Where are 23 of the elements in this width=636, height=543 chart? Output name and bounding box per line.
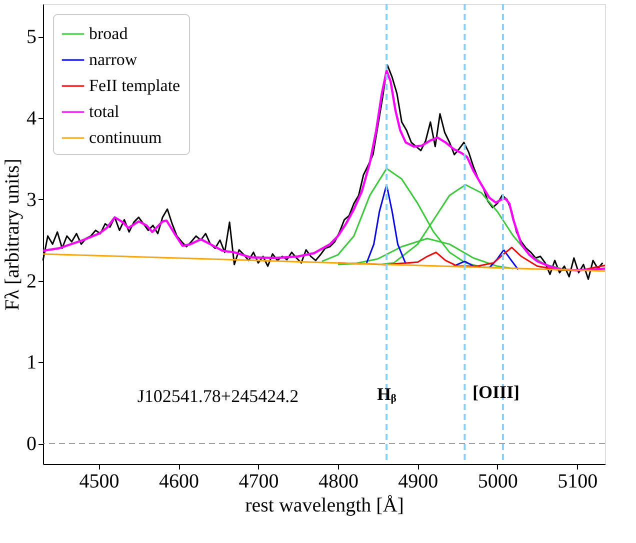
y-axis-title: Fλ [arbitrary units]: [2, 158, 24, 310]
y-tick-label: 5: [26, 26, 36, 48]
annotation: J102541.78+245424.2: [137, 386, 299, 406]
x-tick-label: 4600: [159, 470, 200, 492]
annotation: [OIII]: [472, 382, 520, 402]
legend-label: total: [89, 102, 120, 121]
y-tick-label: 4: [26, 107, 36, 130]
x-tick-label: 4800: [318, 470, 358, 492]
legend-label: continuum: [89, 128, 162, 147]
x-tick-label: 4500: [79, 470, 120, 492]
x-axis-title: rest wavelength [Å]: [245, 494, 404, 516]
legend-label: FeII template: [89, 76, 180, 95]
x-tick-label: 4700: [238, 470, 279, 492]
x-tick-label: 4900: [398, 470, 438, 492]
legend-label: narrow: [89, 50, 138, 69]
x-tick-label: 5100: [558, 470, 598, 492]
annotation: Hᵦ: [376, 384, 397, 404]
y-tick-label: 2: [26, 270, 36, 292]
legend-label: broad: [89, 24, 128, 43]
y-tick-label: 0: [26, 433, 36, 456]
y-tick-label: 3: [26, 188, 36, 211]
y-tick-label: 1: [26, 352, 36, 374]
x-tick-label: 5000: [478, 470, 518, 492]
